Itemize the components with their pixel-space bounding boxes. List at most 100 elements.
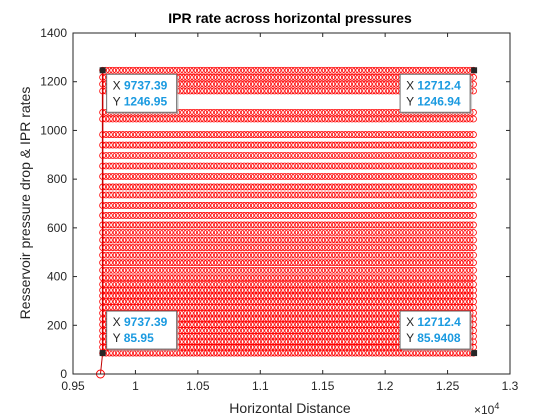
- data-point: [281, 191, 289, 199]
- data-point: [153, 66, 160, 74]
- data-point: [240, 338, 248, 346]
- data-point: [176, 349, 184, 357]
- data-point: [379, 221, 386, 229]
- data-point: [170, 141, 177, 149]
- data-point: [281, 349, 289, 357]
- data-point: [234, 66, 241, 74]
- data-point: [122, 173, 130, 180]
- data-point: [429, 251, 437, 259]
- data-point: [365, 338, 373, 346]
- data-point: [186, 266, 194, 274]
- datatip-anchor: [471, 350, 478, 357]
- data-point: [385, 87, 393, 95]
- data-point: [139, 266, 147, 274]
- data-point: [257, 131, 265, 138]
- data-point: [186, 162, 194, 170]
- data-point: [288, 202, 295, 209]
- data-point: [200, 109, 208, 116]
- data-point: [439, 191, 447, 199]
- data-point: [234, 274, 241, 282]
- data-point: [197, 229, 204, 236]
- data-point: [183, 109, 191, 116]
- data-point: [362, 80, 369, 88]
- data-point: [247, 115, 255, 123]
- data-point: [470, 183, 477, 191]
- data-point: [314, 191, 322, 199]
- data-point: [247, 162, 255, 170]
- data-point: [197, 266, 204, 274]
- data-point: [227, 212, 235, 219]
- data-point: [271, 73, 278, 81]
- data-point: [412, 191, 420, 199]
- data-point: [190, 349, 198, 357]
- data-point: [261, 266, 268, 274]
- data-point: [345, 73, 353, 81]
- data-point: [331, 87, 339, 95]
- data-point: [200, 131, 208, 138]
- data-point: [453, 274, 461, 282]
- data-point: [348, 274, 356, 282]
- data-point: [338, 152, 346, 159]
- data-point: [419, 191, 427, 199]
- data-point: [291, 173, 299, 180]
- data-point: [271, 115, 278, 123]
- data-point: [143, 229, 150, 236]
- data-point: [132, 236, 140, 244]
- data-point: [126, 221, 134, 229]
- data-point: [456, 259, 464, 267]
- data-point: [163, 212, 171, 219]
- data-point: [288, 236, 295, 244]
- data-point: [244, 115, 251, 123]
- data-point: [395, 349, 403, 357]
- data-point: [321, 109, 329, 116]
- data-point: [432, 266, 440, 274]
- data-point: [325, 212, 332, 219]
- data-point: [345, 80, 353, 88]
- data-point: [432, 212, 440, 219]
- data-point: [379, 251, 386, 259]
- data-point: [392, 183, 400, 191]
- data-point: [389, 266, 396, 274]
- data-point: [308, 66, 316, 74]
- data-point: [281, 131, 289, 138]
- data-point: [321, 173, 329, 180]
- data-point: [190, 183, 198, 191]
- data-point: [227, 141, 235, 149]
- data-point: [240, 244, 248, 251]
- data-point: [399, 162, 407, 170]
- data-point: [406, 202, 413, 209]
- data-point: [341, 173, 349, 180]
- data-point: [422, 229, 430, 236]
- data-point: [163, 162, 171, 170]
- data-point: [304, 244, 312, 251]
- data-point: [348, 80, 356, 88]
- data-point: [318, 212, 326, 219]
- data-point: [220, 115, 228, 123]
- data-point: [173, 244, 181, 251]
- data-point: [163, 141, 171, 149]
- data-point: [264, 80, 272, 88]
- data-point: [112, 66, 120, 74]
- data-point: [223, 173, 231, 180]
- data-point: [237, 191, 245, 199]
- data-point: [277, 229, 285, 236]
- data-point: [443, 251, 450, 259]
- data-point: [311, 221, 319, 229]
- data-point: [304, 80, 312, 88]
- data-point: [459, 274, 467, 282]
- data-point: [281, 162, 289, 170]
- data-point: [453, 202, 461, 209]
- data-point: [183, 274, 191, 282]
- data-point: [223, 131, 231, 138]
- data-point: [99, 221, 107, 229]
- data-point: [463, 259, 471, 267]
- data-point: [318, 338, 326, 346]
- data-point: [223, 183, 231, 191]
- data-point: [288, 183, 295, 191]
- data-point: [348, 259, 356, 267]
- data-point: [416, 266, 423, 274]
- data-point: [257, 73, 265, 81]
- data-point: [379, 80, 386, 88]
- data-point: [379, 349, 386, 357]
- data-point: [365, 173, 373, 180]
